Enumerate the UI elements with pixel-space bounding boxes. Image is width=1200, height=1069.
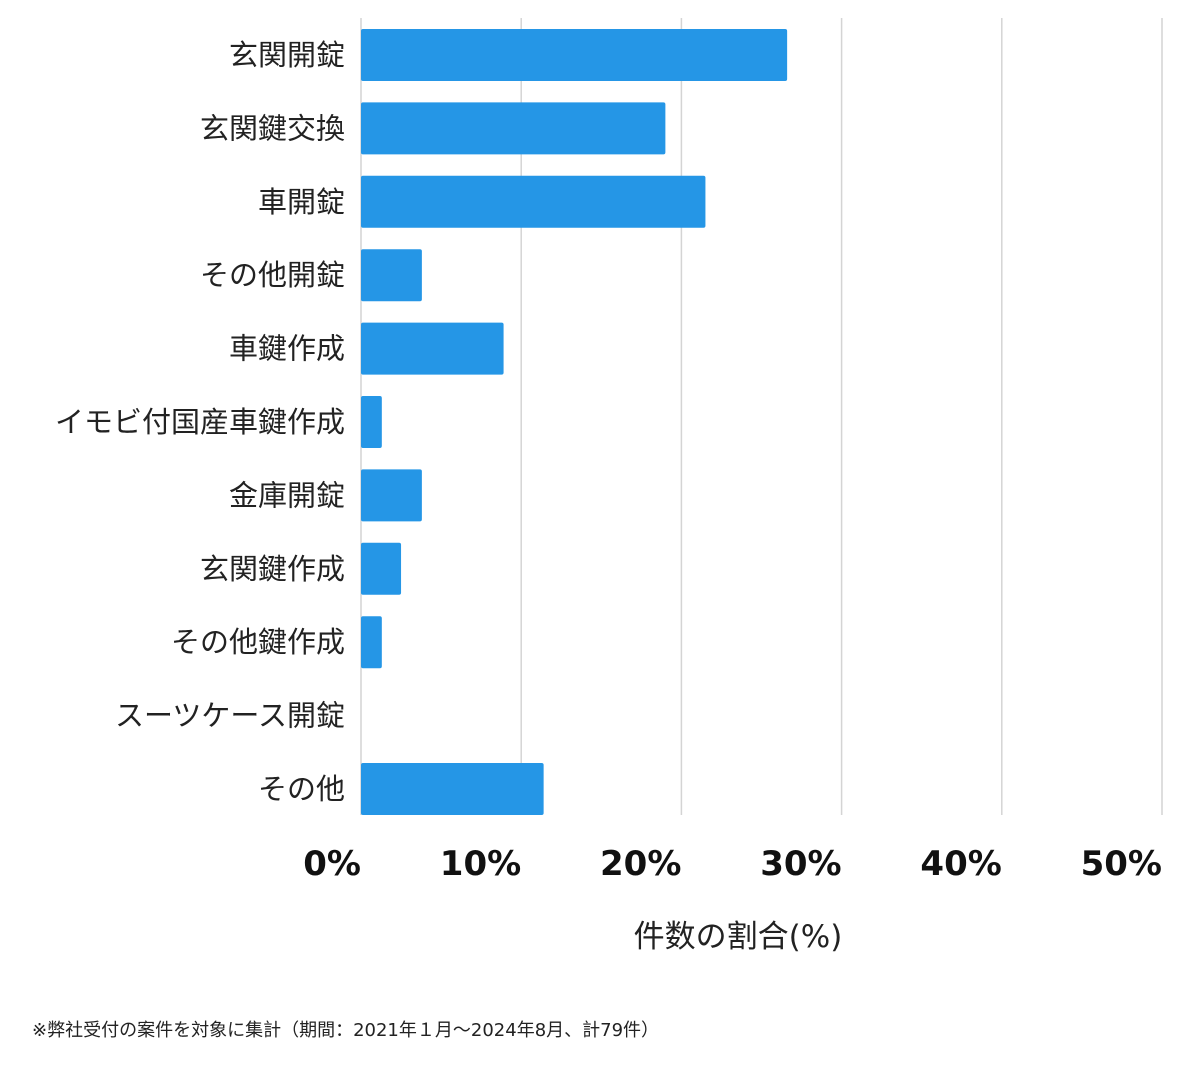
- x-tick-label: 10%: [440, 844, 521, 884]
- x-tick-label: 0%: [303, 844, 361, 884]
- bar: [361, 763, 544, 815]
- bar: [361, 175, 706, 228]
- category-label: その他: [258, 772, 345, 806]
- category-label: 玄関鍵作成: [200, 552, 345, 586]
- category-label: 玄関開錠: [229, 38, 345, 72]
- category-label: その他鍵作成: [171, 625, 345, 659]
- bar-chart: 玄関開錠玄関鍵交換車開錠その他開錠車鍵作成イモビ付国産車鍵作成金庫開錠玄関鍵作成…: [55, 18, 1163, 955]
- x-tick-label: 30%: [760, 844, 841, 884]
- footnote: ※弊社受付の案件を対象に集計（期間：2021年１月〜2024年8月、計79件）: [32, 1020, 660, 1041]
- x-tick-label: 40%: [920, 844, 1001, 884]
- category-label: スーツケース開錠: [115, 699, 345, 733]
- category-label: 車開錠: [258, 185, 345, 219]
- x-tick-label: 50%: [1081, 844, 1162, 884]
- category-label: その他開錠: [200, 258, 345, 292]
- bar: [361, 29, 788, 81]
- bar: [361, 396, 382, 448]
- bar: [361, 542, 402, 595]
- category-label: 車鍵作成: [229, 332, 345, 366]
- bar: [361, 102, 666, 155]
- category-label: イモビ付国産車鍵作成: [55, 405, 345, 439]
- bar: [361, 322, 504, 375]
- x-axis-label: 件数の割合(%): [634, 919, 843, 955]
- category-label: 玄関鍵交換: [200, 111, 345, 145]
- bar: [361, 469, 422, 522]
- category-label: 金庫開錠: [229, 478, 345, 512]
- bar: [361, 616, 382, 669]
- x-tick-label: 20%: [600, 844, 681, 884]
- bar: [361, 249, 422, 302]
